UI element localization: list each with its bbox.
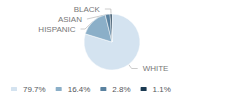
svg-text:BLACK: BLACK bbox=[74, 5, 101, 14]
svg-text:79.7%: 79.7% bbox=[23, 85, 46, 94]
svg-text:1.1%: 1.1% bbox=[153, 85, 171, 94]
svg-text:2.8%: 2.8% bbox=[112, 85, 130, 94]
svg-text:ASIAN: ASIAN bbox=[58, 15, 82, 24]
svg-text:HISPANIC: HISPANIC bbox=[38, 25, 75, 34]
svg-text:16.4%: 16.4% bbox=[68, 85, 91, 94]
svg-text:WHITE: WHITE bbox=[143, 64, 169, 73]
